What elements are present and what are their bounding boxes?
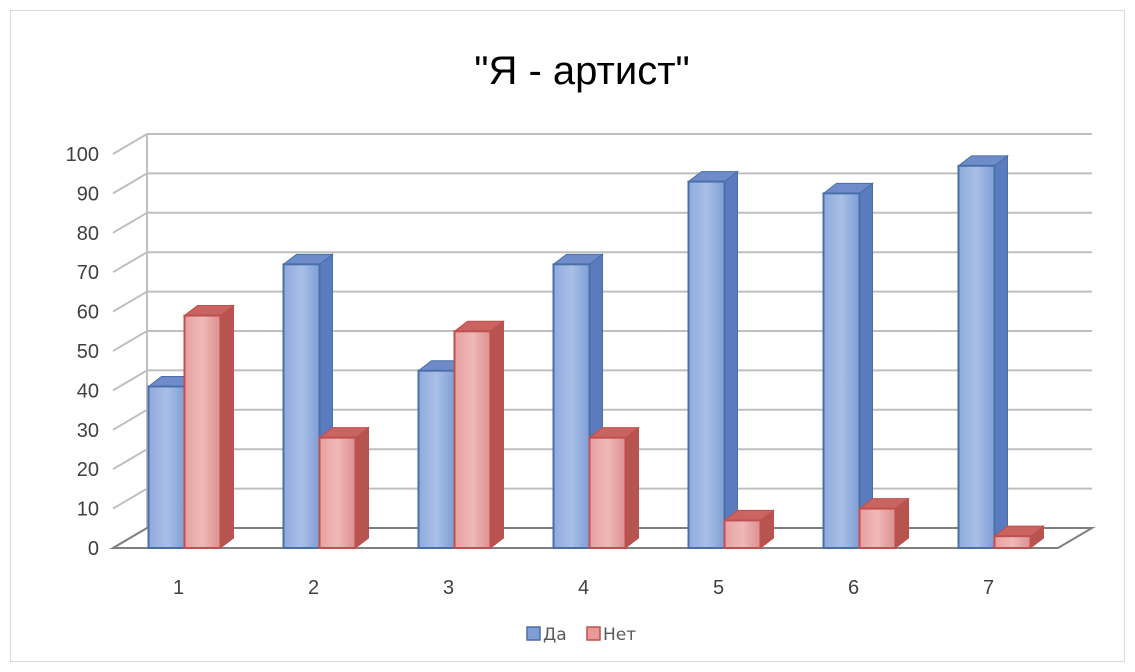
bar-side-da	[859, 182, 873, 550]
bar-net	[588, 436, 627, 549]
gridline-depth	[112, 330, 148, 352]
legend-swatch-da	[526, 626, 541, 641]
bar-da	[417, 369, 456, 550]
gridline-depth	[112, 290, 148, 313]
bar-da	[282, 263, 321, 549]
legend-label-net: Нет	[603, 625, 636, 645]
x-tick-label: 7	[983, 577, 994, 599]
y-tick-label: 30	[77, 420, 99, 442]
legend: Да Нет	[526, 625, 636, 645]
legend-swatch-net	[586, 626, 601, 641]
gridline-depth	[112, 211, 148, 234]
x-tick-label: 3	[443, 577, 454, 599]
gridline-depth	[112, 172, 148, 195]
bar-da	[552, 263, 591, 549]
y-tick-label: 40	[77, 380, 99, 402]
x-tick-label: 6	[848, 577, 859, 599]
chart-svg: 0 10 20 30 40 50 60 70 80 90 100 1 2 3 4 5 6 7 "Я - артис…	[66, 49, 1096, 645]
x-tick-label: 4	[578, 577, 589, 599]
y-tick-label: 60	[77, 302, 99, 324]
gridline-depth	[112, 369, 148, 392]
y-tick-label: 0	[88, 538, 99, 560]
bar-side-da	[994, 154, 1008, 550]
gridline-depth	[112, 448, 148, 471]
bar-side-da	[724, 170, 738, 550]
bar-net	[858, 507, 897, 550]
bar-net	[453, 330, 492, 549]
bar-da	[147, 385, 186, 549]
x-tick-label: 5	[713, 577, 724, 599]
bar-da	[687, 180, 726, 550]
bar-net	[993, 535, 1032, 549]
bar-side-net	[355, 426, 369, 550]
bar-net	[723, 519, 762, 550]
y-tick-label: 90	[77, 183, 99, 205]
x-tick-label: 2	[308, 577, 319, 599]
y-tick-label: 20	[77, 459, 99, 481]
bar-da	[957, 164, 996, 549]
gridline-depth	[112, 251, 148, 274]
bar-net	[183, 314, 222, 550]
bars-layer	[147, 154, 1045, 550]
y-tick-label: 10	[77, 499, 99, 521]
y-tick-label: 50	[77, 341, 99, 363]
bar-side-net	[625, 426, 639, 550]
gridline-depth	[112, 487, 148, 510]
y-tick-label: 80	[77, 223, 99, 245]
x-tick-label: 1	[173, 577, 184, 599]
y-tick-label: 70	[77, 262, 99, 284]
bar-net	[318, 436, 357, 549]
bar-side-net	[490, 320, 504, 550]
gridline-depth	[112, 408, 148, 431]
y-tick-label: 100	[66, 144, 99, 166]
bar-side-net	[220, 304, 234, 550]
bar-da	[822, 192, 861, 549]
chart-title: "Я - артист"	[474, 49, 689, 93]
gridline-depth	[112, 133, 148, 155]
labels-layer: 0 10 20 30 40 50 60 70 80 90 100 1 2 3 4 5 6 7	[66, 144, 994, 599]
chart-frame: 0 10 20 30 40 50 60 70 80 90 100 1 2 3 4 5 6 7 "Я - артис…	[10, 10, 1125, 662]
legend-label-da: Да	[543, 625, 567, 645]
